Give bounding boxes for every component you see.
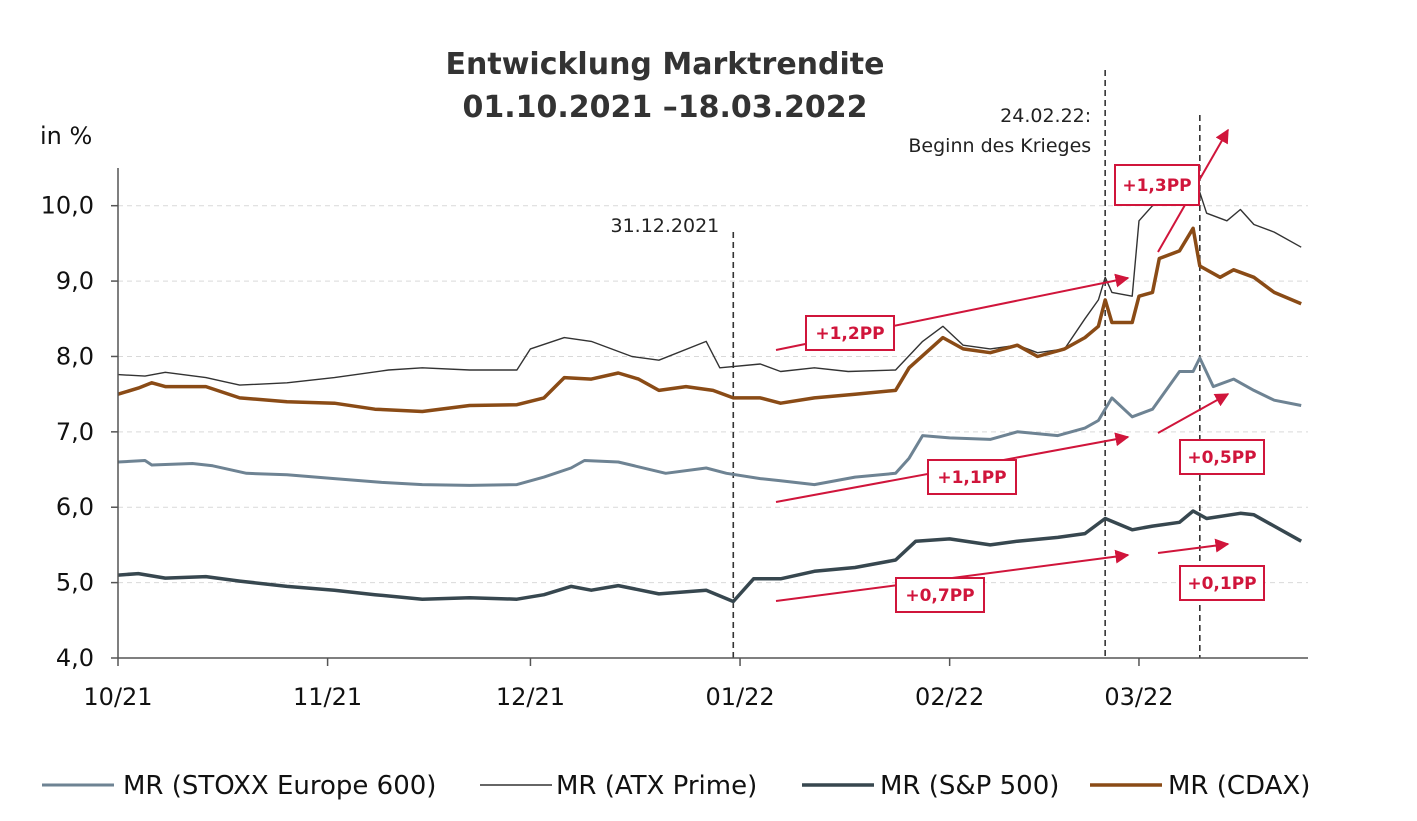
event-marker-label: Beginn des Krieges bbox=[908, 135, 1091, 157]
legend-label: MR (STOXX Europe 600) bbox=[123, 771, 436, 801]
y-tick-label: 6,0 bbox=[56, 493, 94, 521]
series-line bbox=[117, 509, 1303, 604]
x-tick-label: 10/21 bbox=[83, 683, 152, 711]
gridlines bbox=[118, 205, 1308, 584]
x-tick-label: 12/21 bbox=[496, 683, 565, 711]
vertical-markers: 31.12.2021 24.02.22: Beginn des Krieges bbox=[610, 70, 1201, 658]
annotation-label: +1,2PP bbox=[815, 324, 884, 344]
legend-label: MR (CDAX) bbox=[1168, 771, 1310, 801]
annotation-box bbox=[805, 315, 895, 351]
y-tick-label: 7,0 bbox=[56, 418, 94, 446]
series-line bbox=[117, 356, 1302, 487]
legend-label: MR (ATX Prime) bbox=[556, 771, 757, 801]
x-tick-label: 03/22 bbox=[1104, 683, 1173, 711]
annotation-label: +0,7PP bbox=[905, 586, 974, 606]
annotation-box bbox=[1179, 439, 1265, 475]
series-lines bbox=[117, 171, 1303, 604]
annotation-label: +0,1PP bbox=[1187, 574, 1256, 594]
annotation-box bbox=[1179, 565, 1265, 601]
y-tick-label: 9,0 bbox=[56, 267, 94, 295]
annotation-label: +0,5PP bbox=[1187, 448, 1256, 468]
legend: MR (STOXX Europe 600) MR (ATX Prime) MR (S… bbox=[42, 771, 1310, 801]
x-tick-label: 01/22 bbox=[705, 683, 774, 711]
event-marker-label: 31.12.2021 bbox=[610, 215, 719, 237]
annotation-arrow bbox=[1157, 393, 1230, 434]
axes: 4,0 5,0 6,0 7,0 8,0 9,0 10,0 10/21 11/21 12/21 01/… bbox=[41, 168, 1308, 711]
x-tick-label: 11/21 bbox=[293, 683, 362, 711]
annotation-box bbox=[927, 459, 1017, 495]
x-tick-label: 02/22 bbox=[915, 683, 984, 711]
annotation-arrow bbox=[1157, 538, 1230, 554]
y-tick-label: 4,0 bbox=[56, 644, 94, 672]
y-axis-unit-label: in % bbox=[40, 122, 92, 150]
annotation-label: +1,3PP bbox=[1122, 176, 1191, 196]
y-tick-label: 10,0 bbox=[41, 192, 94, 220]
legend-label: MR (S&P 500) bbox=[880, 771, 1059, 801]
chart-subtitle: 01.10.2021 –18.03.2022 bbox=[462, 90, 867, 125]
chart-title: Entwicklung Marktrendite bbox=[446, 47, 885, 82]
y-tick-label: 8,0 bbox=[56, 342, 94, 370]
annotation-box bbox=[1114, 164, 1200, 206]
annotation-label: +1,1PP bbox=[937, 468, 1006, 488]
y-tick-label: 5,0 bbox=[56, 569, 94, 597]
annotation-box bbox=[895, 577, 985, 613]
event-marker-label: 24.02.22: bbox=[1000, 105, 1091, 127]
series-line bbox=[117, 226, 1302, 414]
annotations: +1,2PP +1,1PP +0,7PP +1,3PP +0,5PP +0,1PP bbox=[775, 128, 1265, 613]
